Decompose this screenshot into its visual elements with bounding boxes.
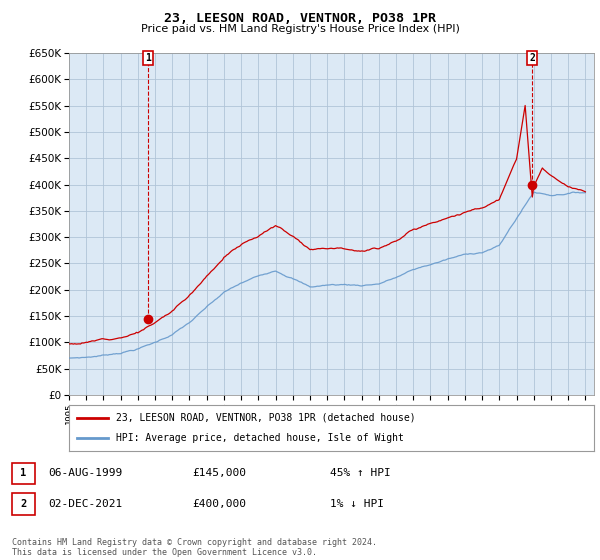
Text: £400,000: £400,000 (192, 499, 246, 509)
Text: Price paid vs. HM Land Registry's House Price Index (HPI): Price paid vs. HM Land Registry's House … (140, 24, 460, 34)
Text: 06-AUG-1999: 06-AUG-1999 (48, 468, 122, 478)
Text: 02-DEC-2021: 02-DEC-2021 (48, 499, 122, 509)
Text: 45% ↑ HPI: 45% ↑ HPI (330, 468, 391, 478)
Text: 23, LEESON ROAD, VENTNOR, PO38 1PR: 23, LEESON ROAD, VENTNOR, PO38 1PR (164, 12, 436, 25)
Text: 2: 2 (529, 53, 535, 63)
Text: Contains HM Land Registry data © Crown copyright and database right 2024.
This d: Contains HM Land Registry data © Crown c… (12, 538, 377, 557)
Text: 1% ↓ HPI: 1% ↓ HPI (330, 499, 384, 509)
Text: 2: 2 (20, 499, 26, 509)
Text: 23, LEESON ROAD, VENTNOR, PO38 1PR (detached house): 23, LEESON ROAD, VENTNOR, PO38 1PR (deta… (116, 413, 416, 423)
Text: HPI: Average price, detached house, Isle of Wight: HPI: Average price, detached house, Isle… (116, 433, 404, 443)
Text: 1: 1 (145, 53, 151, 63)
Text: £145,000: £145,000 (192, 468, 246, 478)
Text: 1: 1 (20, 468, 26, 478)
